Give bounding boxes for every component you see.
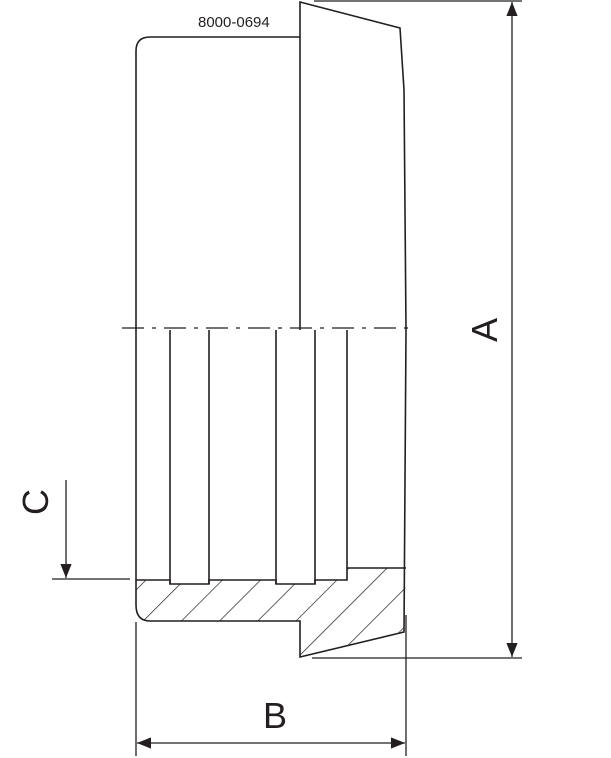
outer-profile-upper — [135, 0, 407, 331]
dimension-c-label: C — [15, 489, 56, 515]
dimension-c: C — [15, 480, 130, 580]
outer-profile-lower — [135, 329, 407, 659]
dimension-b: B — [135, 615, 407, 756]
groove-lines — [169, 330, 348, 584]
part-number: 8000-0694 — [198, 14, 270, 31]
dimension-b-label: B — [263, 695, 287, 736]
dimension-a: A — [312, 0, 522, 659]
section-hatch — [136, 568, 406, 657]
dimension-a-label: A — [464, 318, 505, 342]
